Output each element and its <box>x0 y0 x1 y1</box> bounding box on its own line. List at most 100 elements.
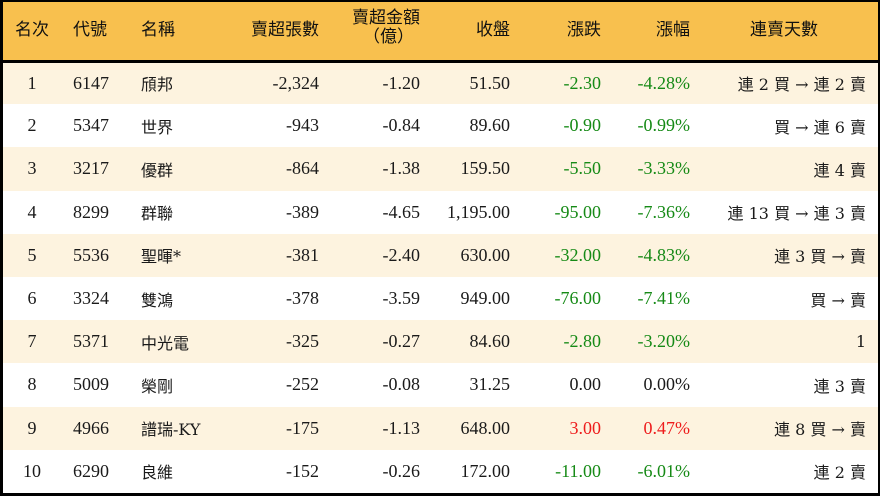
cell-close: 648.00 <box>460 417 511 438</box>
cell-net-sell-lots: -152 <box>286 460 319 481</box>
cell-change: 3.00 <box>569 417 602 438</box>
cell-code: 8299 <box>73 201 109 222</box>
cell-code: 5371 <box>73 331 109 352</box>
cell-net-sell-amount: -1.20 <box>382 72 421 93</box>
cell-change: 0.00 <box>569 374 602 395</box>
cell-change: -0.90 <box>563 115 602 136</box>
header-close: 收盤 <box>476 20 510 41</box>
cell-streak: 連 13 買 → 連 3 賣 <box>727 204 866 224</box>
header-net-sell-amount: 賣超金額 （億） <box>319 2 420 61</box>
cell-net-sell-amount: -2.40 <box>382 244 421 265</box>
cell-net-sell-lots: -252 <box>286 374 319 395</box>
cell-streak: 連 2 賣 <box>813 463 866 483</box>
cell-change-pct: -7.41% <box>637 288 691 309</box>
cell-rank: 2 <box>27 115 37 136</box>
cell-rank: 8 <box>27 374 37 395</box>
cell-rank: 3 <box>27 158 37 179</box>
cell-rank: 7 <box>27 331 37 352</box>
cell-close: 31.25 <box>469 374 511 395</box>
cell-change-pct: -7.36% <box>637 201 691 222</box>
cell-rank: 1 <box>27 72 37 93</box>
table-row: 2 5347 世界 -943 -0.84 89.60 -0.90 -0.99% … <box>3 104 878 148</box>
cell-close: 949.00 <box>460 288 511 309</box>
header-code: 代號 <box>73 20 107 41</box>
table-header-row: 名次 代號 名稱 賣超張數 賣超金額 （億） 收盤 漲跌 漲幅 連賣天數 <box>3 2 878 61</box>
cell-code: 6147 <box>73 72 109 93</box>
table-row: 10 6290 良維 -152 -0.26 172.00 -11.00 -6.0… <box>3 449 878 493</box>
cell-change: -95.00 <box>554 201 602 222</box>
cell-change-pct: -3.20% <box>637 331 691 352</box>
cell-change: -32.00 <box>554 244 602 265</box>
cell-streak: 連 3 買 → 賣 <box>774 247 866 267</box>
cell-change-pct: -3.33% <box>637 158 691 179</box>
cell-change: -76.00 <box>554 288 602 309</box>
cell-name: 譜瑞-KY <box>141 420 201 440</box>
cell-name: 頎邦 <box>141 75 174 95</box>
cell-rank: 4 <box>27 201 37 222</box>
cell-change-pct: -4.83% <box>637 244 691 265</box>
cell-net-sell-amount: -0.08 <box>382 374 421 395</box>
net-sell-ranking-table: 名次 代號 名稱 賣超張數 賣超金額 （億） 收盤 漲跌 漲幅 連賣天數 1 6… <box>3 2 878 493</box>
cell-change: -5.50 <box>563 158 602 179</box>
header-rank: 名次 <box>15 20 49 41</box>
cell-change-pct: -4.28% <box>637 72 691 93</box>
header-net-sell-lots: 賣超張數 <box>251 20 319 41</box>
cell-net-sell-amount: -3.59 <box>382 288 421 309</box>
cell-code: 6290 <box>73 460 109 481</box>
cell-close: 84.60 <box>469 331 511 352</box>
cell-net-sell-amount: -1.13 <box>382 417 421 438</box>
cell-name: 雙鴻 <box>141 290 174 310</box>
cell-rank: 9 <box>27 417 37 438</box>
cell-name: 世界 <box>141 117 174 137</box>
cell-code: 5009 <box>73 374 109 395</box>
cell-streak: 連 2 買 → 連 2 賣 <box>737 75 866 95</box>
cell-name: 優群 <box>141 160 174 180</box>
cell-name: 聖暉* <box>141 247 182 267</box>
cell-streak: 連 4 賣 <box>813 160 866 180</box>
cell-name: 中光電 <box>141 333 190 353</box>
cell-change: -2.80 <box>563 331 602 352</box>
cell-streak: 買 → 賣 <box>810 290 866 310</box>
cell-net-sell-lots: -378 <box>286 288 319 309</box>
table-row: 9 4966 譜瑞-KY -175 -1.13 648.00 3.00 0.47… <box>3 406 878 450</box>
header-change-pct: 漲幅 <box>656 20 690 41</box>
cell-net-sell-amount: -0.26 <box>382 460 421 481</box>
cell-streak: 連 8 買 → 賣 <box>774 420 866 440</box>
cell-net-sell-amount: -0.84 <box>382 115 421 136</box>
cell-change-pct: 0.00% <box>643 374 691 395</box>
cell-rank: 5 <box>27 244 37 265</box>
table-row: 4 8299 群聯 -389 -4.65 1,195.00 -95.00 -7.… <box>3 190 878 234</box>
cell-name: 良維 <box>141 463 174 483</box>
table-row: 5 5536 聖暉* -381 -2.40 630.00 -32.00 -4.8… <box>3 233 878 277</box>
cell-change-pct: -6.01% <box>637 460 691 481</box>
header-net-sell-amount-line2: （億） <box>363 26 414 47</box>
cell-code: 5347 <box>73 115 109 136</box>
cell-name: 群聯 <box>141 204 174 224</box>
cell-net-sell-amount: -4.65 <box>382 201 421 222</box>
cell-name: 榮剛 <box>141 376 174 396</box>
cell-change-pct: -0.99% <box>637 115 691 136</box>
cell-streak: 1 <box>855 332 866 352</box>
table-row: 8 5009 榮剛 -252 -0.08 31.25 0.00 0.00% 連 … <box>3 363 878 407</box>
cell-rank: 6 <box>27 288 37 309</box>
table-row: 6 3324 雙鴻 -378 -3.59 949.00 -76.00 -7.41… <box>3 276 878 321</box>
cell-net-sell-lots: -175 <box>286 417 319 438</box>
header-name: 名稱 <box>141 20 175 41</box>
cell-net-sell-lots: -864 <box>286 158 319 179</box>
table-row: 7 5371 中光電 -325 -0.27 84.60 -2.80 -3.20%… <box>3 320 878 364</box>
cell-change-pct: 0.47% <box>643 417 691 438</box>
cell-change: -11.00 <box>555 460 601 481</box>
cell-code: 4966 <box>73 417 109 438</box>
cell-code: 5536 <box>73 244 109 265</box>
cell-net-sell-lots: -2,324 <box>272 72 320 93</box>
cell-close: 51.50 <box>469 72 511 93</box>
cell-close: 172.00 <box>460 460 511 481</box>
cell-streak: 連 3 賣 <box>813 376 866 396</box>
cell-net-sell-amount: -1.38 <box>382 158 421 179</box>
cell-close: 630.00 <box>460 244 511 265</box>
cell-net-sell-lots: -943 <box>286 115 319 136</box>
cell-streak: 買 → 連 6 賣 <box>774 117 866 137</box>
cell-close: 1,195.00 <box>447 201 510 222</box>
header-change: 漲跌 <box>567 20 601 41</box>
